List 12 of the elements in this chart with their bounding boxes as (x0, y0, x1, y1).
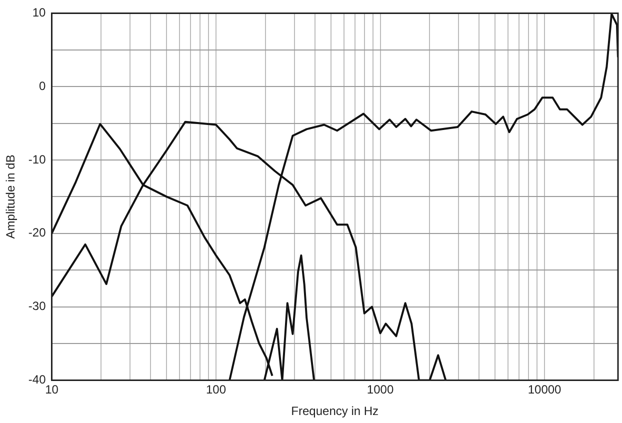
x-tick-label: 1000 (366, 382, 394, 397)
x-axis-title: Frequency in Hz (291, 404, 379, 418)
x-tick-label: 10000 (528, 382, 562, 397)
y-tick-label: 10 (32, 6, 46, 20)
x-tick-label: 100 (206, 382, 226, 397)
x-tick-label: 10 (45, 382, 59, 397)
y-axis-title: Amplitude in dB (4, 154, 18, 239)
y-tick-label: -20 (28, 226, 46, 240)
y-tick-label: 0 (39, 78, 46, 93)
y-tick-label: -40 (28, 372, 46, 387)
y-tick-label: -30 (28, 299, 46, 314)
y-tick-label: -10 (28, 152, 46, 166)
